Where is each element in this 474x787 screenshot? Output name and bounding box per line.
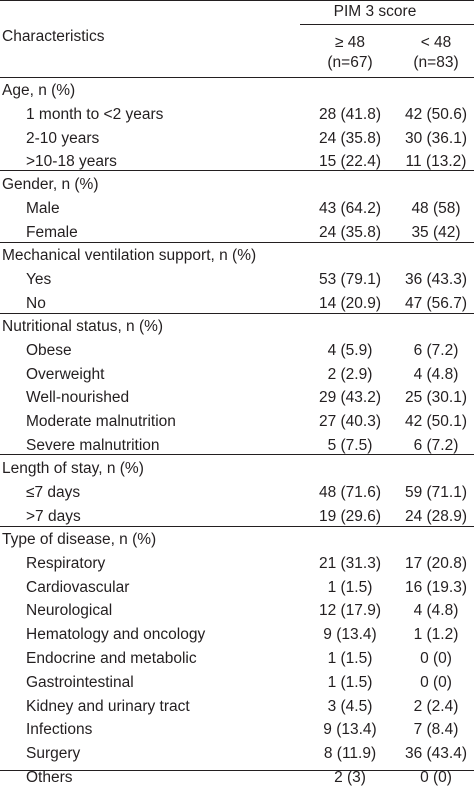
row-value-pim-low: 36 (43.3) bbox=[404, 271, 468, 288]
row-label: Infections bbox=[26, 721, 93, 738]
row-label: ≤7 days bbox=[26, 484, 81, 501]
row-value-pim-low: 1 (1.2) bbox=[413, 626, 459, 643]
row-label: Respiratory bbox=[26, 555, 106, 572]
row-value-pim-high: 53 (79.1) bbox=[318, 271, 382, 288]
row-value-pim-low: 0 (0) bbox=[420, 674, 452, 691]
row-value-pim-low: 42 (50.6) bbox=[404, 106, 468, 123]
row-value-pim-high: 8 (11.9) bbox=[323, 745, 377, 762]
section-rule bbox=[0, 526, 474, 527]
row-value-pim-high: 1 (1.5) bbox=[327, 579, 373, 596]
row-value-pim-low: 4 (4.8) bbox=[413, 602, 459, 619]
row-value-pim-low: 0 (0) bbox=[420, 650, 452, 667]
row-label: Gastrointestinal bbox=[26, 674, 134, 691]
row-value-pim-low: 17 (20.8) bbox=[404, 555, 468, 572]
row-value-pim-high: 5 (7.5) bbox=[327, 437, 373, 454]
row-value-pim-low: 59 (71.1) bbox=[404, 484, 468, 501]
section-title: Length of stay, n (%) bbox=[2, 460, 144, 477]
row-value-pim-high: 15 (22.4) bbox=[318, 153, 382, 170]
row-value-pim-high: 27 (40.3) bbox=[318, 413, 382, 430]
row-value-pim-low: 48 (58) bbox=[411, 200, 461, 217]
row-value-pim-high: 4 (5.9) bbox=[327, 342, 373, 359]
section-title: Age, n (%) bbox=[2, 82, 76, 99]
col2-n: (n=83) bbox=[413, 54, 459, 71]
row-value-pim-low: 7 (8.4) bbox=[413, 721, 459, 738]
col1-header: ≥ 48 bbox=[334, 34, 366, 51]
row-value-pim-high: 19 (29.6) bbox=[318, 508, 382, 525]
col1-n: (n=67) bbox=[327, 54, 373, 71]
row-label: Moderate malnutrition bbox=[26, 413, 176, 430]
top-rule bbox=[0, 0, 474, 1]
group-rule bbox=[300, 24, 474, 25]
row-value-pim-low: 36 (43.4) bbox=[404, 745, 468, 762]
section-rule bbox=[0, 454, 474, 455]
row-value-pim-low: 6 (7.2) bbox=[413, 342, 459, 359]
row-value-pim-high: 28 (41.8) bbox=[318, 106, 382, 123]
row-label: Yes bbox=[26, 271, 52, 288]
characteristics-header: Characteristics bbox=[2, 28, 105, 45]
row-value-pim-low: 47 (56.7) bbox=[404, 295, 468, 312]
row-label: Well-nourished bbox=[26, 389, 130, 406]
row-label: Hematology and oncology bbox=[26, 626, 206, 643]
row-label: Neurological bbox=[26, 602, 113, 619]
row-value-pim-low: 0 (0) bbox=[420, 769, 452, 786]
row-value-pim-high: 1 (1.5) bbox=[327, 674, 373, 691]
row-value-pim-low: 6 (7.2) bbox=[413, 437, 459, 454]
row-value-pim-low: 42 (50.1) bbox=[404, 413, 468, 430]
section-rule bbox=[0, 313, 474, 314]
row-value-pim-low: 16 (19.3) bbox=[404, 579, 468, 596]
row-label: No bbox=[26, 295, 46, 312]
row-label: Female bbox=[26, 224, 78, 241]
section-title: Type of disease, n (%) bbox=[2, 531, 157, 548]
row-value-pim-high: 9 (13.4) bbox=[323, 721, 377, 738]
section-title: Nutritional status, n (%) bbox=[2, 318, 164, 335]
row-label: Overweight bbox=[26, 366, 105, 383]
col2-header: < 48 bbox=[420, 34, 452, 51]
section-rule bbox=[0, 170, 474, 171]
row-label: Severe malnutrition bbox=[26, 437, 160, 454]
row-value-pim-low: 11 (13.2) bbox=[405, 153, 467, 170]
row-label: Endocrine and metabolic bbox=[26, 650, 197, 667]
row-label: Male bbox=[26, 200, 60, 217]
row-value-pim-high: 12 (17.9) bbox=[318, 602, 382, 619]
row-value-pim-low: 2 (2.4) bbox=[413, 698, 459, 715]
row-value-pim-low: 30 (36.1) bbox=[404, 130, 468, 147]
row-label: Kidney and urinary tract bbox=[26, 698, 190, 715]
row-value-pim-high: 29 (43.2) bbox=[318, 389, 382, 406]
section-rule bbox=[0, 242, 474, 243]
row-label: Obese bbox=[26, 342, 72, 359]
header-rule bbox=[0, 77, 474, 78]
row-value-pim-high: 9 (13.4) bbox=[323, 626, 377, 643]
row-value-pim-low: 25 (30.1) bbox=[404, 389, 468, 406]
row-value-pim-high: 14 (20.9) bbox=[318, 295, 382, 312]
row-value-pim-high: 24 (35.8) bbox=[318, 130, 382, 147]
row-label: Others bbox=[26, 769, 73, 786]
row-label: Surgery bbox=[26, 745, 81, 762]
row-label: 2-10 years bbox=[26, 130, 100, 147]
section-title: Gender, n (%) bbox=[2, 176, 99, 193]
row-label: Cardiovascular bbox=[26, 579, 130, 596]
row-value-pim-high: 48 (71.6) bbox=[318, 484, 382, 501]
row-value-pim-high: 1 (1.5) bbox=[327, 650, 373, 667]
row-label: 1 month to <2 years bbox=[26, 106, 164, 123]
section-title: Mechanical ventilation support, n (%) bbox=[2, 247, 257, 264]
row-label: >10-18 years bbox=[26, 153, 117, 170]
row-value-pim-low: 4 (4.8) bbox=[413, 366, 459, 383]
row-value-pim-high: 21 (31.3) bbox=[318, 555, 382, 572]
row-value-pim-high: 2 (2.9) bbox=[327, 366, 373, 383]
row-value-pim-low: 35 (42) bbox=[411, 224, 461, 241]
row-label: >7 days bbox=[26, 508, 81, 525]
row-value-pim-high: 3 (4.5) bbox=[327, 698, 373, 715]
row-value-pim-high: 24 (35.8) bbox=[318, 224, 382, 241]
row-value-pim-low: 24 (28.9) bbox=[404, 508, 468, 525]
row-value-pim-high: 43 (64.2) bbox=[318, 200, 382, 217]
group-header: PIM 3 score bbox=[333, 3, 417, 20]
